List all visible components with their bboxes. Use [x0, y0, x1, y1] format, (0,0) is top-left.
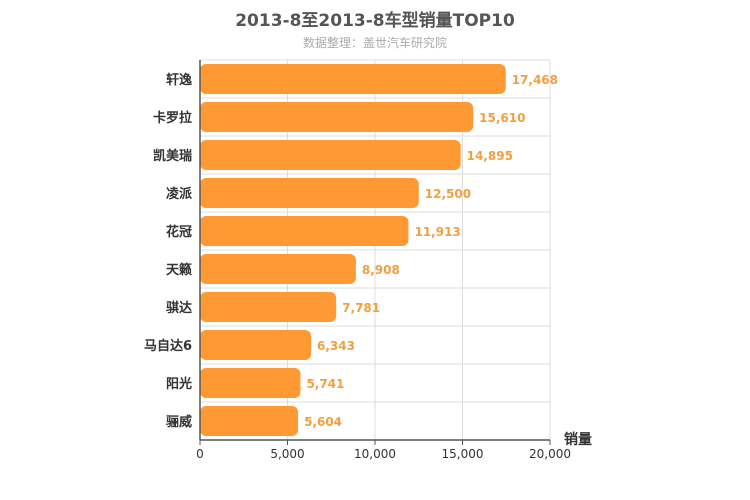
x-tick-label: 15,000 [442, 447, 484, 461]
bar [200, 140, 461, 170]
bar [200, 368, 301, 398]
category-label: 卡罗拉 [153, 110, 192, 126]
category-label: 骐达 [166, 300, 192, 316]
category-label: 天籁 [166, 262, 192, 278]
bar [200, 102, 474, 132]
x-tick-label: 5,000 [270, 447, 304, 461]
category-label: 花冠 [166, 224, 192, 240]
x-tick-label: 0 [196, 447, 204, 461]
chart-title: 2013-8至2013-8车型销量TOP10 [235, 11, 515, 31]
bar [200, 178, 419, 208]
x-tick-label: 20,000 [529, 447, 571, 461]
bar [200, 292, 337, 322]
category-label: 阳光 [166, 376, 192, 392]
data-label: 12,500 [425, 187, 471, 201]
bar [200, 254, 356, 284]
data-label: 5,604 [304, 415, 342, 429]
data-label: 14,895 [467, 149, 513, 163]
bar [200, 216, 409, 246]
bar [200, 330, 312, 360]
bar [200, 64, 506, 94]
category-label: 骊威 [166, 414, 192, 430]
category-label: 凌派 [166, 186, 193, 202]
data-label: 5,741 [306, 377, 344, 391]
bar [200, 406, 299, 436]
data-label: 6,343 [317, 339, 355, 353]
chart-subtitle: 数据整理：盖世汽车研究院 [302, 36, 447, 50]
category-label: 轩逸 [166, 72, 192, 88]
data-label: 17,468 [512, 73, 558, 87]
x-axis-title: 销量 [564, 431, 592, 448]
category-label: 凯美瑞 [153, 148, 192, 164]
data-label: 8,908 [362, 263, 400, 277]
data-label: 15,610 [479, 111, 525, 125]
data-label: 11,913 [414, 225, 460, 239]
data-label: 7,781 [342, 301, 380, 315]
category-label: 马自达6 [144, 338, 192, 354]
x-tick-label: 10,000 [354, 447, 396, 461]
